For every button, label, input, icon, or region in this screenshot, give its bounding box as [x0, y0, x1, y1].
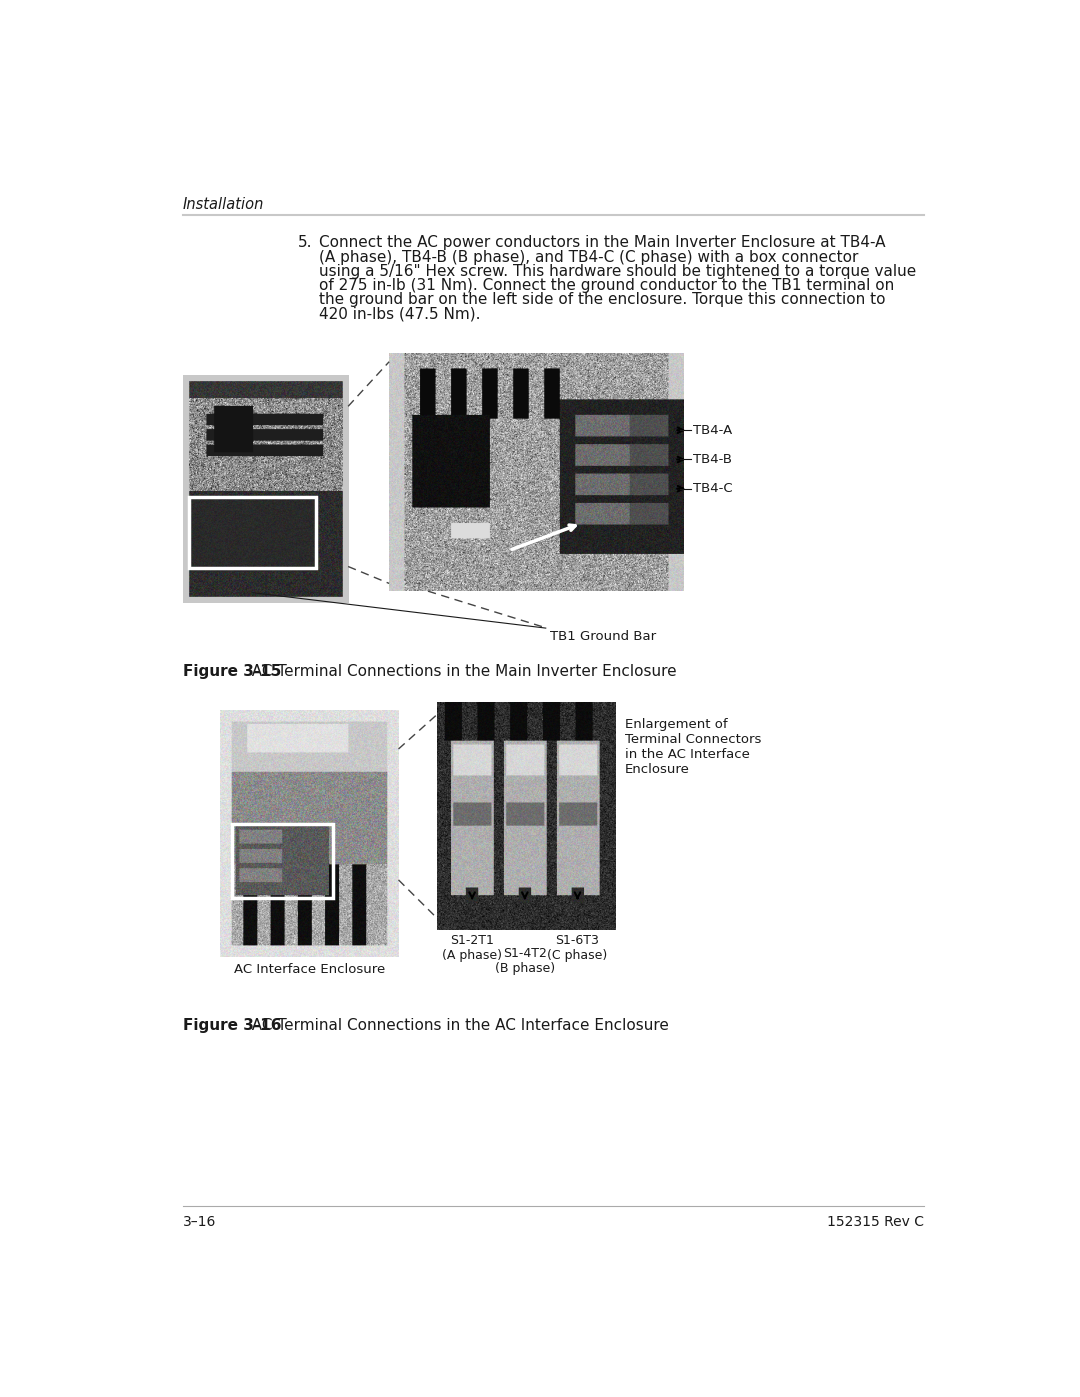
- Text: (A phase), TB4-B (B phase), and TB4-C (C phase) with a box connector: (A phase), TB4-B (B phase), and TB4-C (C…: [320, 250, 859, 264]
- Text: Installation: Installation: [183, 197, 265, 212]
- Text: Figure 3-16: Figure 3-16: [183, 1018, 282, 1034]
- Text: 5.: 5.: [298, 236, 312, 250]
- Text: TB4-C: TB4-C: [693, 482, 732, 495]
- Text: AC Terminal Connections in the Main Inverter Enclosure: AC Terminal Connections in the Main Inve…: [242, 665, 676, 679]
- Bar: [189, 497, 315, 569]
- Text: TB4-B: TB4-B: [693, 453, 732, 467]
- Text: Figure 3-15: Figure 3-15: [183, 665, 282, 679]
- Text: Enlargement of
Terminal Connectors
in the AC Interface
Enclosure: Enlargement of Terminal Connectors in th…: [625, 718, 761, 777]
- Text: 3–16: 3–16: [183, 1215, 216, 1229]
- Text: TB4-A: TB4-A: [693, 423, 732, 437]
- Text: 420 in-lbs (47.5 Nm).: 420 in-lbs (47.5 Nm).: [320, 306, 481, 321]
- Text: S1-4T2
(B phase): S1-4T2 (B phase): [495, 947, 555, 975]
- Text: the ground bar on the left side of the enclosure. Torque this connection to: the ground bar on the left side of the e…: [320, 292, 886, 307]
- Text: AC Interface Enclosure: AC Interface Enclosure: [233, 963, 384, 977]
- Text: 152315 Rev C: 152315 Rev C: [827, 1215, 924, 1229]
- Text: AC Terminal Connections in the AC Interface Enclosure: AC Terminal Connections in the AC Interf…: [242, 1018, 669, 1034]
- Text: Connect the AC power conductors in the Main Inverter Enclosure at TB4-A: Connect the AC power conductors in the M…: [320, 236, 886, 250]
- Text: TB1 Ground Bar: TB1 Ground Bar: [550, 630, 656, 643]
- Text: S1-2T1
(A phase): S1-2T1 (A phase): [442, 933, 502, 961]
- Bar: [232, 824, 333, 898]
- Text: S1-6T3
(C phase): S1-6T3 (C phase): [548, 933, 608, 961]
- Text: of 275 in-lb (31 Nm). Connect the ground conductor to the TB1 terminal on: of 275 in-lb (31 Nm). Connect the ground…: [320, 278, 894, 293]
- Text: using a 5/16" Hex screw. This hardware should be tightened to a torque value: using a 5/16" Hex screw. This hardware s…: [320, 264, 917, 279]
